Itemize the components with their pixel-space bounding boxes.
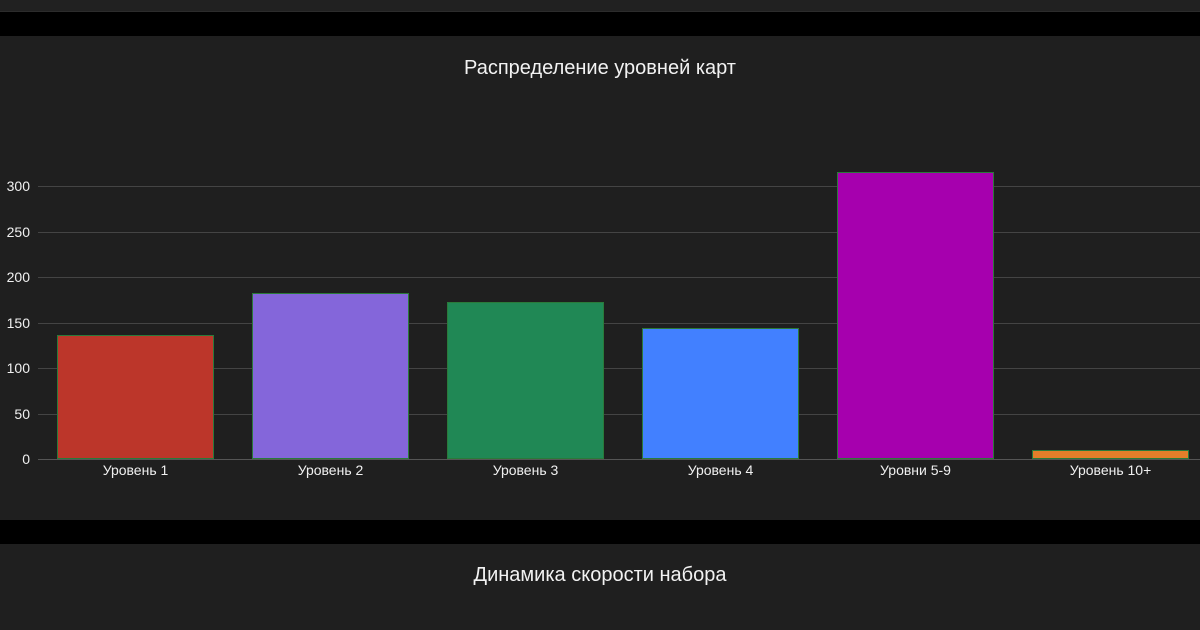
x-tick-label: Уровень 3 bbox=[492, 462, 559, 478]
y-tick-label: 100 bbox=[6, 360, 30, 376]
y-tick-label: 200 bbox=[6, 269, 30, 285]
x-tick-label: Уровень 1 bbox=[102, 462, 169, 478]
y-tick-label: 250 bbox=[6, 224, 30, 240]
x-tick-label: Уровни 5-9 bbox=[880, 462, 951, 478]
top-strip bbox=[0, 0, 1200, 12]
bar[interactable] bbox=[837, 172, 994, 459]
x-tick-label: Уровень 2 bbox=[297, 462, 364, 478]
gridline bbox=[38, 323, 1200, 324]
y-tick-label: 50 bbox=[14, 406, 30, 422]
chart-title: Распределение уровней карт bbox=[464, 57, 736, 79]
gridline bbox=[38, 277, 1200, 278]
y-tick-label: 300 bbox=[6, 178, 30, 194]
bar[interactable] bbox=[57, 335, 214, 459]
x-tick-label: Уровень 4 bbox=[687, 462, 754, 478]
y-tick-label: 150 bbox=[6, 315, 30, 331]
speed-dynamics-chart: Динамика скорости набора bbox=[0, 544, 1200, 630]
bar[interactable] bbox=[1032, 450, 1189, 459]
gridline bbox=[38, 414, 1200, 415]
bar[interactable] bbox=[447, 302, 604, 459]
gridline bbox=[38, 368, 1200, 369]
x-tick-label: Уровень 10+ bbox=[1069, 462, 1152, 478]
chart-title: Динамика скорости набора bbox=[473, 564, 727, 586]
bar[interactable] bbox=[642, 328, 799, 459]
gridline bbox=[38, 186, 1200, 187]
gridline bbox=[38, 232, 1200, 233]
y-tick-label: 0 bbox=[22, 451, 30, 467]
level-distribution-chart: Распределение уровней карт 0 50 100 150 200 2… bbox=[0, 36, 1200, 520]
gridline bbox=[38, 459, 1200, 460]
bar[interactable] bbox=[252, 293, 409, 459]
